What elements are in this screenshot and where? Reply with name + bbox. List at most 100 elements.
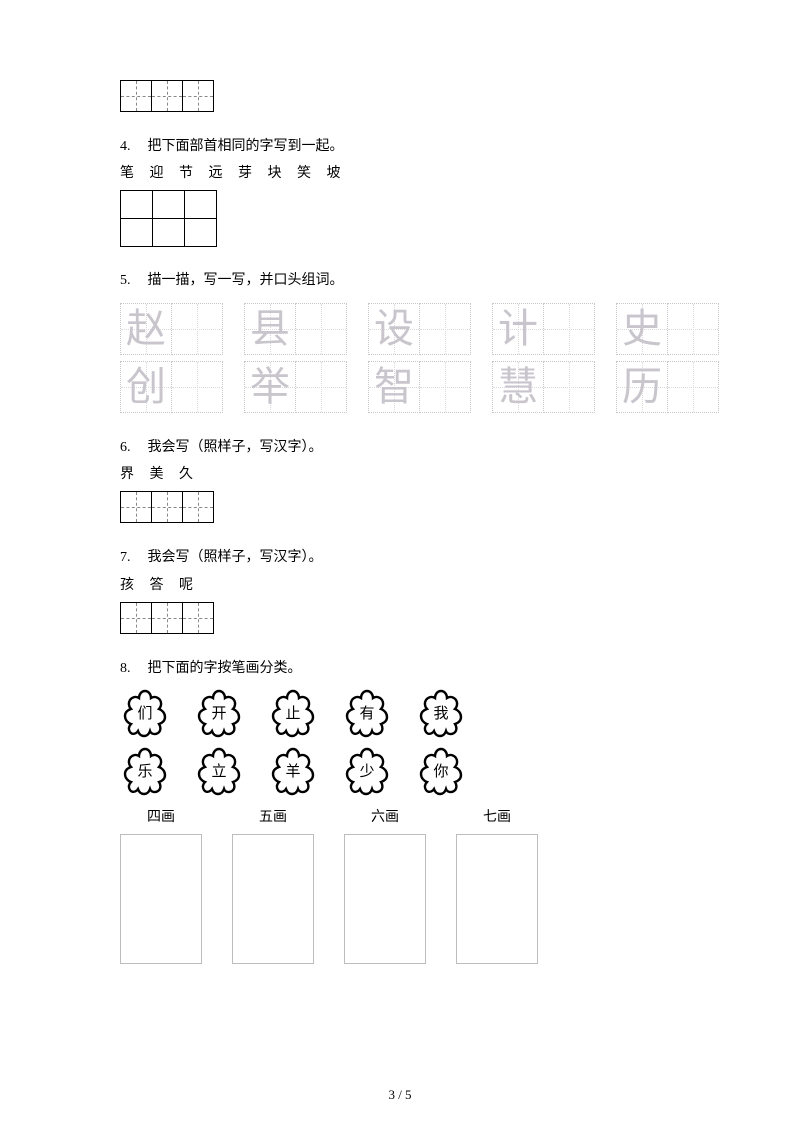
trace-cell: 设	[368, 303, 420, 355]
trace-box: 创	[120, 361, 222, 413]
trace-cell	[295, 361, 347, 413]
trace-cell: 县	[244, 303, 296, 355]
flower-badge: 少	[342, 746, 392, 796]
q5-num: 5.	[120, 270, 144, 292]
top-grid	[120, 80, 680, 112]
tzg-cell	[151, 491, 183, 523]
q7-num: 7.	[120, 547, 144, 569]
trace-cell: 慧	[492, 361, 544, 413]
flower-char: 乐	[137, 760, 152, 781]
trace-cell	[667, 303, 719, 355]
q7-prompt: 我会写（照样子，写汉字）。	[148, 550, 323, 565]
grid-cell	[120, 218, 153, 247]
trace-cell	[419, 361, 471, 413]
tzg-cell	[182, 491, 214, 523]
trace-box: 慧	[492, 361, 594, 413]
question-4: 4. 把下面部首相同的字写到一起。 笔 迎 节 远 芽 块 笑 坡	[120, 136, 680, 246]
q4-prompt-line: 4. 把下面部首相同的字写到一起。	[120, 136, 680, 158]
flower-char: 少	[359, 760, 374, 781]
flower-badge: 羊	[268, 746, 318, 796]
page-number: 3 / 5	[0, 1087, 800, 1103]
trace-char: 计	[498, 309, 538, 349]
flower-char: 你	[433, 760, 448, 781]
tzg-cell	[182, 602, 214, 634]
trace-cell	[543, 361, 595, 413]
flower-char: 羊	[285, 760, 300, 781]
tzg-cell	[120, 491, 152, 523]
trace-char: 县	[250, 309, 290, 349]
q6-chars: 界 美 久	[120, 463, 680, 483]
trace-cell	[667, 361, 719, 413]
flower-char: 立	[211, 760, 226, 781]
flower-badge: 我	[416, 688, 466, 738]
flower-char: 我	[433, 702, 448, 723]
question-8: 8. 把下面的字按笔画分类。 们 开 止 有 我 乐 立 羊 少 你 四画 五画 六…	[120, 658, 680, 964]
category-box	[232, 834, 314, 964]
category-row: 四画 五画 六画 七画	[120, 806, 680, 964]
trace-cell	[419, 303, 471, 355]
trace-cell: 举	[244, 361, 296, 413]
category-box	[344, 834, 426, 964]
category-box	[456, 834, 538, 964]
category-label: 四画	[147, 806, 175, 826]
q5-prompt: 描一描，写一写，并口头组词。	[148, 273, 344, 288]
q4-grid	[120, 190, 680, 246]
trace-cell: 智	[368, 361, 420, 413]
trace-box: 史	[616, 303, 718, 355]
grid-cell	[120, 190, 153, 219]
category-label: 五画	[259, 806, 287, 826]
tzg-cell	[151, 602, 183, 634]
tzg-cell	[182, 80, 214, 112]
grid-cell	[184, 218, 217, 247]
q4-prompt: 把下面部首相同的字写到一起。	[148, 139, 344, 154]
flower-badge: 止	[268, 688, 318, 738]
trace-char: 设	[374, 309, 414, 349]
trace-char: 创	[126, 367, 166, 407]
q8-prompt: 把下面的字按笔画分类。	[148, 661, 302, 676]
trace-char: 历	[622, 367, 662, 407]
tzg-cell	[151, 80, 183, 112]
tzg-row	[120, 80, 680, 112]
trace-char: 慧	[498, 367, 538, 407]
trace-box: 计	[492, 303, 594, 355]
trace-cell: 史	[616, 303, 668, 355]
question-6: 6. 我会写（照样子，写汉字）。 界 美 久	[120, 437, 680, 523]
tzg-cell	[120, 602, 152, 634]
category-column: 七画	[456, 806, 538, 964]
trace-row: 创举智慧历	[120, 361, 680, 413]
grid-cell	[184, 190, 217, 219]
flower-row: 们 开 止 有 我	[120, 688, 680, 738]
flower-badge: 们	[120, 688, 170, 738]
q8-num: 8.	[120, 658, 144, 680]
q6-num: 6.	[120, 437, 144, 459]
trace-box: 智	[368, 361, 470, 413]
flower-char: 开	[211, 702, 226, 723]
flower-char: 有	[359, 702, 374, 723]
trace-char: 史	[622, 309, 662, 349]
trace-char: 赵	[126, 309, 166, 349]
trace-cell	[171, 361, 223, 413]
trace-cell: 历	[616, 361, 668, 413]
trace-cell	[543, 303, 595, 355]
q8-prompt-line: 8. 把下面的字按笔画分类。	[120, 658, 680, 680]
category-label: 六画	[371, 806, 399, 826]
q5-trace-rows: 赵 县 设 计 史 创 举 智 慧 历	[120, 303, 680, 413]
category-column: 五画	[232, 806, 314, 964]
category-column: 六画	[344, 806, 426, 964]
q7-chars: 孩 答 呢	[120, 574, 680, 594]
trace-box: 历	[616, 361, 718, 413]
category-box	[120, 834, 202, 964]
q6-prompt-line: 6. 我会写（照样子，写汉字）。	[120, 437, 680, 459]
flower-char: 止	[285, 702, 300, 723]
question-7: 7. 我会写（照样子，写汉字）。 孩 答 呢	[120, 547, 680, 633]
trace-box: 举	[244, 361, 346, 413]
category-label: 七画	[483, 806, 511, 826]
tzg-row	[120, 602, 680, 634]
q4-chars: 笔 迎 节 远 芽 块 笑 坡	[120, 162, 680, 182]
tzg-row	[120, 491, 680, 523]
q6-prompt: 我会写（照样子，写汉字）。	[148, 440, 323, 455]
grid-cell	[152, 190, 185, 219]
flower-badge: 立	[194, 746, 244, 796]
trace-cell: 赵	[120, 303, 172, 355]
flower-char: 们	[137, 702, 152, 723]
